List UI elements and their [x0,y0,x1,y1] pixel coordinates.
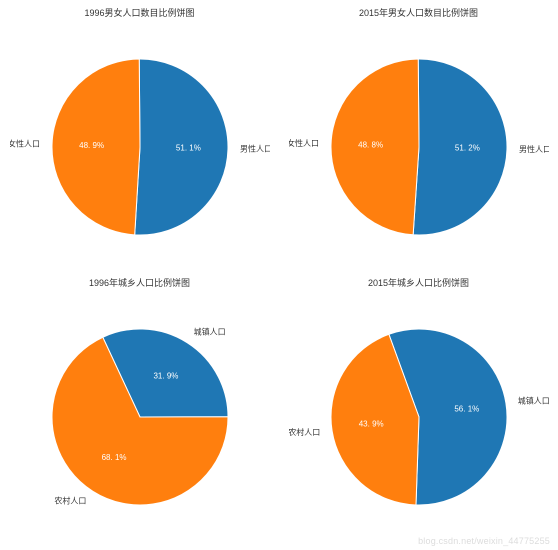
pie-container: 31. 9% 城镇人口 68. 1% 农村人口 [0,293,279,540]
slice-pct-label: 68. 1% [101,452,126,461]
slice-pct-label: 43. 9% [358,419,383,428]
panel-2015-gender: 2015年男女人口数目比例饼图 51. 2%男性人口48. 8%女性人口 [279,0,558,270]
slice-name-label: 城镇人口 [193,326,225,336]
chart-grid: 1996男女人口数目比例饼图 51. 1%男性人口48. 9%女性人口 2015… [0,0,558,540]
slice-name-label: 男性人口 [518,144,548,154]
panel-2015-urban-rural: 2015年城乡人口比例饼图 56. 1%城镇人口43. 9%农村人口 [279,270,558,540]
slice-pct-label: 51. 2% [454,143,479,152]
pie-container: 56. 1% 城镇人口 43. 9% 农村人口 [279,293,558,540]
slice-name-label: 农村人口 [289,426,320,436]
pie-container: 51. 1% 男性人口 48. 9% 女性人口 [0,23,279,270]
slice-pct-label: 48. 9% [79,140,104,149]
pie-chart: 51. 2% 男性人口 48. 8% 女性人口 [289,17,549,277]
pie-chart: 56. 1% 城镇人口 43. 9% 农村人口 [289,287,549,547]
slice-name-label: 女性人口 [289,138,319,148]
slice-pct-label: 56. 1% [454,404,479,413]
slice-pct-label: 31. 9% [153,371,178,380]
slice-name-label: 男性人口 [239,143,269,153]
pie-chart: 31. 9% 城镇人口 68. 1% 农村人口 [10,287,270,547]
slice-name-label: 女性人口 [10,138,40,148]
panel-1996-urban-rural: 1996年城乡人口比例饼图 31. 9%城镇人口68. 1%农村人口 [0,270,279,540]
slice-pct-label: 48. 8% [358,140,383,149]
slice-name-label: 城镇人口 [517,395,548,405]
pie-chart: 51. 1% 男性人口 48. 9% 女性人口 [10,17,270,277]
slice-pct-label: 51. 1% [175,143,200,152]
pie-container: 51. 2% 男性人口 48. 8% 女性人口 [279,23,558,270]
slice-name-label: 农村人口 [54,495,86,505]
panel-1996-gender: 1996男女人口数目比例饼图 51. 1%男性人口48. 9%女性人口 [0,0,279,270]
